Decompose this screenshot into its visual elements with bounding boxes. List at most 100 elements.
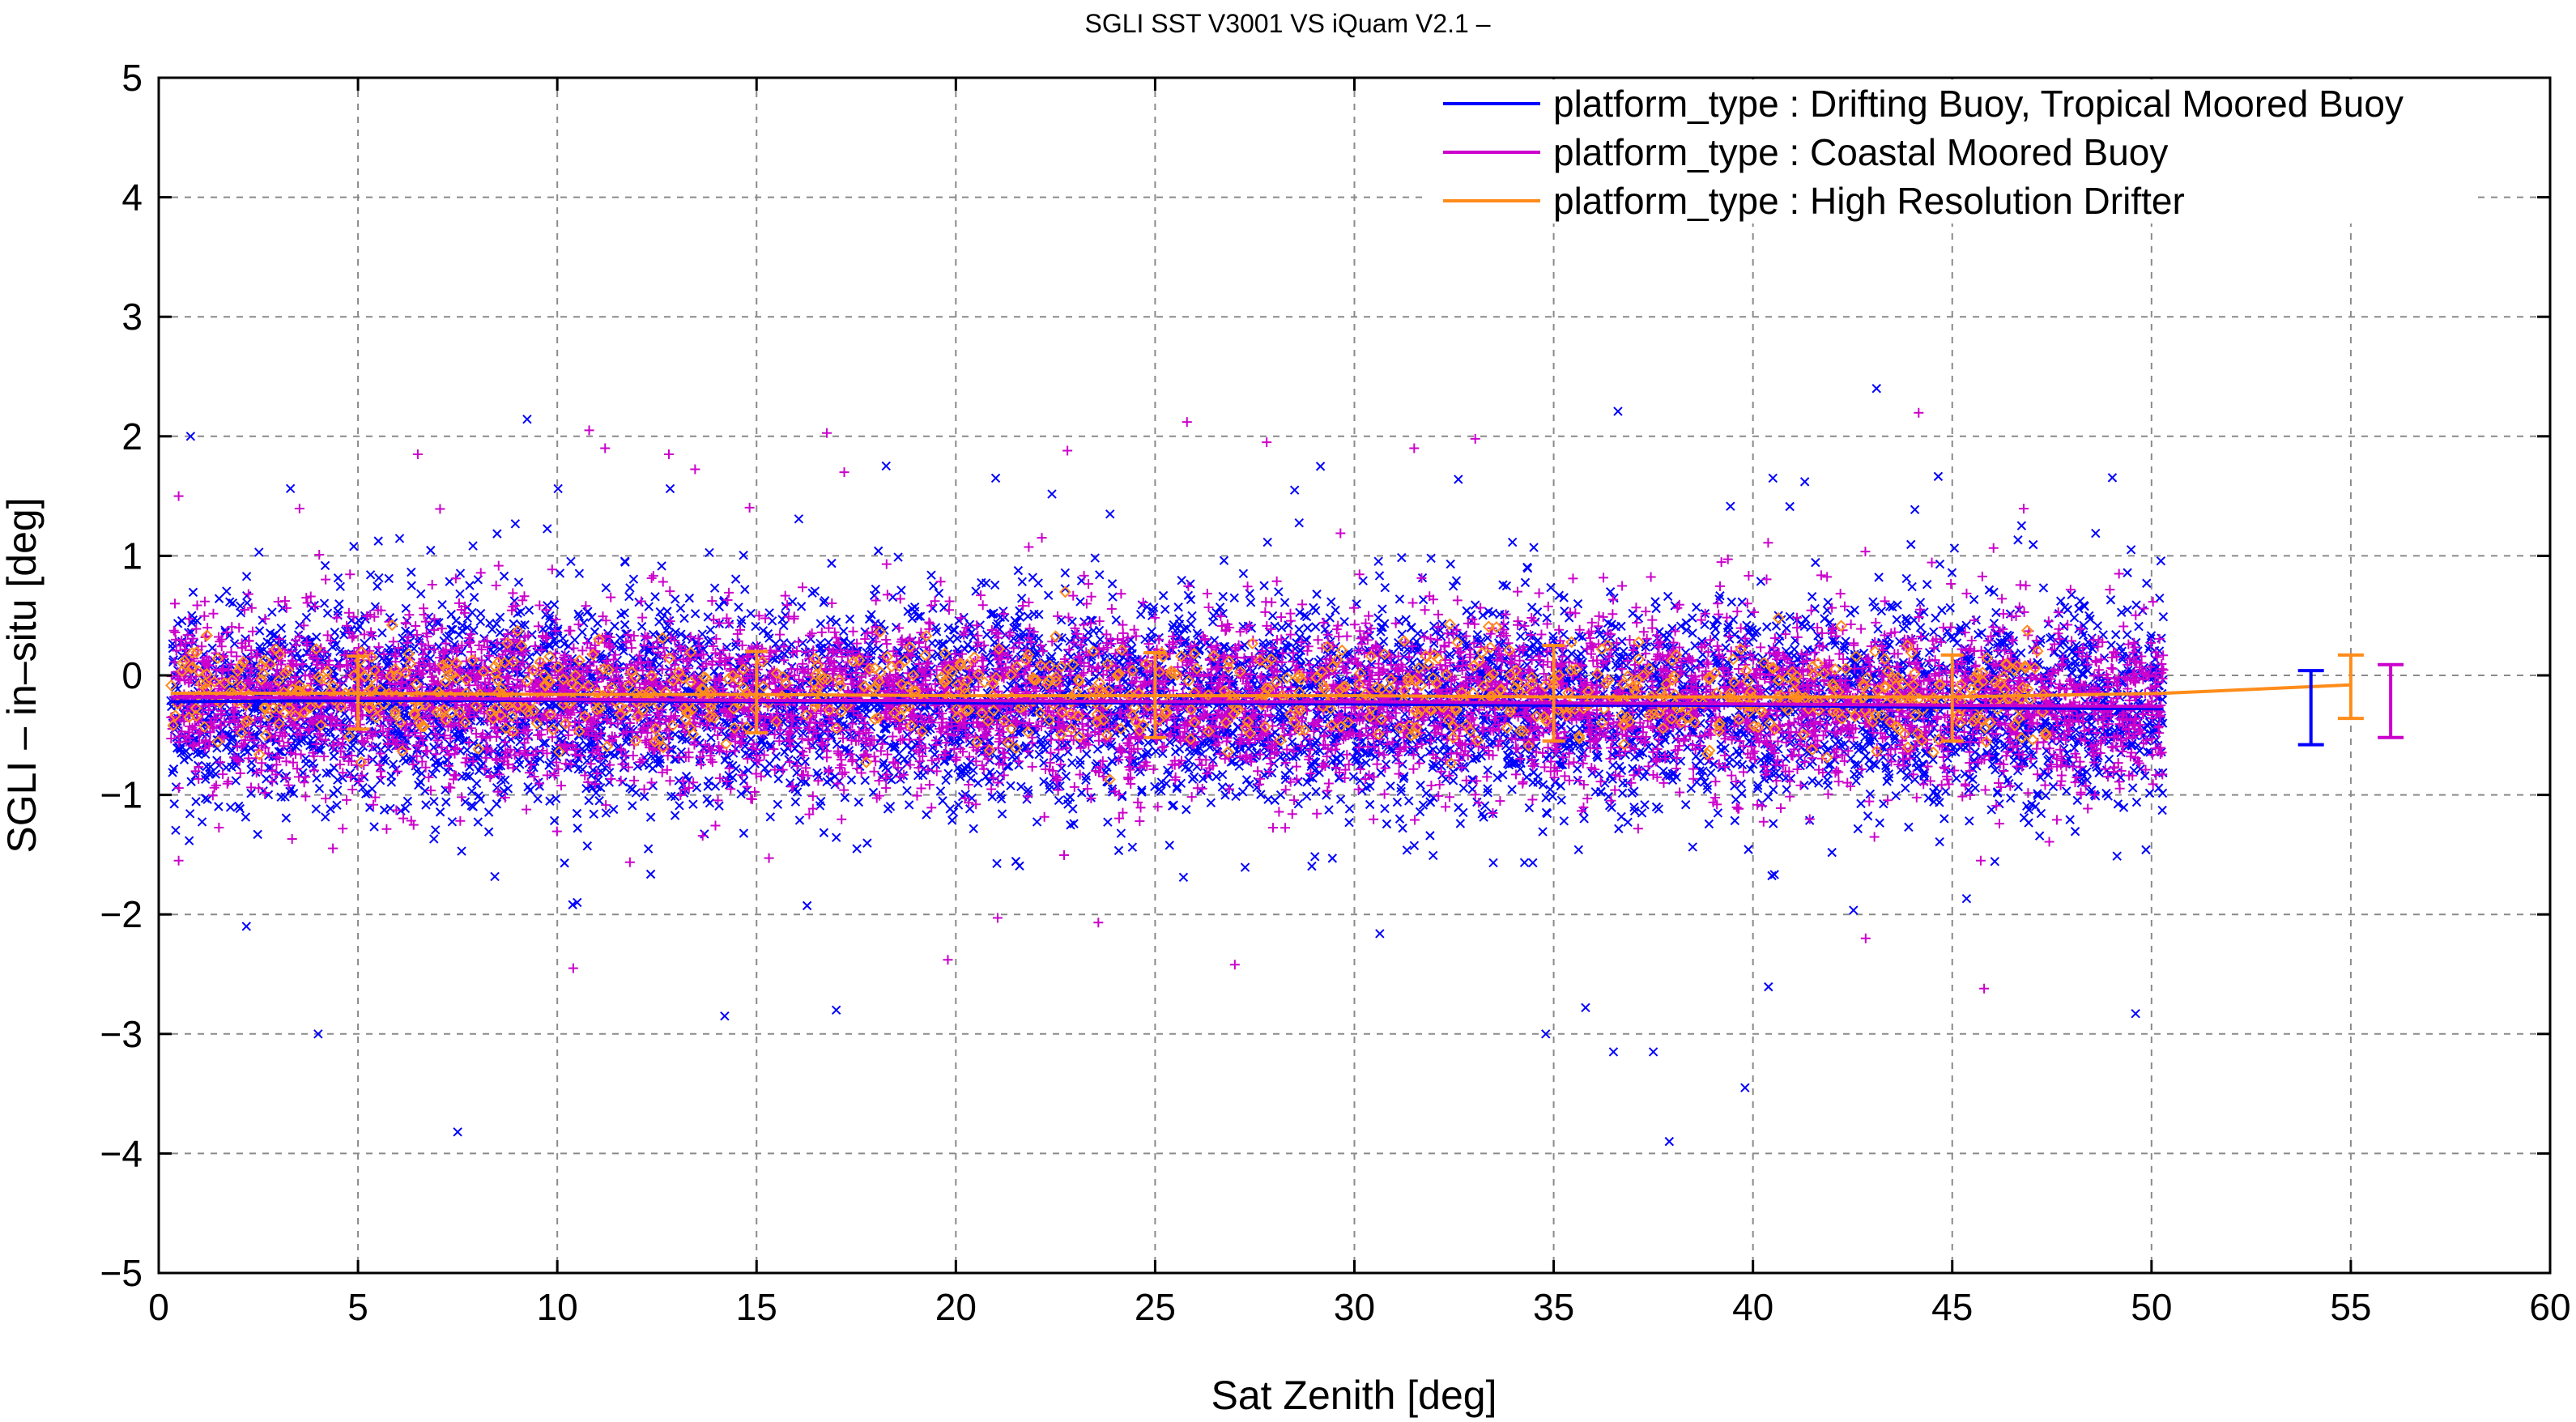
data-point: [1054, 795, 1064, 806]
data-point: [1519, 858, 1530, 867]
data-point: [2067, 668, 2077, 679]
data-point: [1528, 777, 1538, 787]
data-point: [2065, 815, 2075, 824]
data-point: [904, 800, 914, 810]
data-point: [1991, 765, 2000, 775]
data-point: [675, 603, 686, 613]
data-point: [1533, 772, 1543, 781]
data-point: [1295, 607, 1305, 618]
data-point: [1365, 799, 1375, 810]
data-point: [1933, 471, 1944, 482]
data-point: [1823, 598, 1833, 607]
data-point: [2129, 765, 2139, 776]
data-point: [1904, 822, 1914, 832]
data-point: [1416, 754, 1426, 764]
data-point: [509, 596, 519, 606]
data-point: [1531, 617, 1540, 627]
data-point: [885, 802, 896, 811]
data-point: [1762, 622, 1772, 632]
data-point: [1241, 775, 1252, 785]
data-point: [577, 627, 587, 637]
data-point: [1454, 803, 1463, 812]
data-point: [333, 573, 343, 583]
data-point: [429, 834, 439, 844]
data-point: [254, 547, 264, 557]
data-point: [285, 483, 296, 494]
data-point: [1771, 768, 1781, 778]
data-point: [242, 590, 252, 601]
data-point: [658, 614, 667, 624]
data-point: [637, 621, 647, 632]
data-point: [2126, 545, 2136, 555]
data-point: [2070, 827, 2080, 837]
data-point: [697, 629, 708, 639]
data-point: [510, 519, 521, 529]
data-point: [2112, 851, 2122, 861]
data-point: [1498, 770, 1508, 780]
data-point: [1483, 765, 1492, 775]
data-point: [1522, 562, 1532, 573]
data-point: [291, 742, 300, 751]
data-point: [1658, 766, 1668, 776]
data-point: [1935, 559, 1945, 569]
data-point: [964, 804, 975, 814]
data-point: [241, 812, 251, 822]
data-point: [740, 585, 750, 594]
data-point: [495, 628, 505, 637]
data-point: [1617, 636, 1627, 646]
data-point: [225, 803, 236, 812]
data-point: [1401, 615, 1411, 624]
data-point: [1237, 787, 1248, 797]
data-point: [2123, 629, 2132, 640]
data-point: [620, 619, 630, 630]
data-point: [446, 624, 456, 635]
data-point: [543, 524, 552, 534]
data-point: [1692, 602, 1701, 612]
data-point: [435, 807, 445, 817]
data-point: [529, 745, 539, 756]
data-point: [465, 581, 475, 590]
data-point: [1769, 785, 1778, 794]
data-point: [663, 731, 673, 741]
data-point: [2104, 754, 2114, 764]
data-point: [1448, 767, 1458, 777]
data-point: [184, 836, 194, 845]
data-point: [796, 602, 807, 611]
data-point: [1416, 780, 1425, 790]
data-point: [645, 812, 656, 822]
data-point: [1654, 804, 1664, 814]
data-point: [794, 815, 805, 825]
data-point: [1135, 610, 1146, 619]
data-point: [1075, 760, 1085, 770]
data-point: [192, 615, 202, 626]
data-point: [922, 810, 931, 820]
data-point: [582, 841, 593, 851]
data-point: [1737, 597, 1747, 607]
data-point: [246, 788, 256, 798]
data-point: [1849, 905, 1859, 915]
data-point: [373, 581, 382, 591]
data-point: [625, 583, 635, 593]
data-point: [1095, 570, 1105, 580]
data-point: [1380, 582, 1390, 593]
data-point: [1409, 841, 1420, 850]
data-point: [1234, 761, 1244, 771]
data-point: [601, 583, 611, 593]
data-point: [631, 788, 641, 798]
data-point: [1240, 862, 1250, 872]
data-point: [2016, 648, 2026, 658]
data-point: [802, 900, 812, 911]
data-point: [492, 799, 502, 809]
data-point: [1382, 819, 1392, 829]
data-point: [827, 558, 837, 568]
data-point: [1324, 805, 1334, 815]
data-point: [1211, 772, 1221, 781]
data-point: [589, 809, 598, 820]
data-point: [896, 585, 906, 595]
data-point: [2156, 556, 2166, 566]
data-point: [1827, 847, 1837, 858]
data-point: [416, 589, 426, 599]
data-point: [267, 607, 277, 617]
data-point: [1294, 624, 1304, 634]
data-point: [705, 547, 714, 558]
